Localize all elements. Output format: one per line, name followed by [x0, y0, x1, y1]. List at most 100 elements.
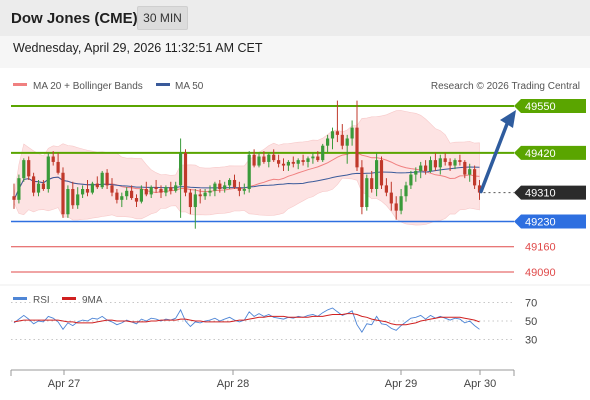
candle-body: [272, 154, 276, 161]
candle-body: [458, 160, 462, 162]
candlestick: [370, 170, 374, 193]
candlestick: [468, 163, 472, 182]
candle-body: [301, 160, 305, 162]
candle-body: [100, 172, 104, 188]
candlestick: [252, 149, 256, 168]
candle-body: [183, 152, 188, 193]
candle-body: [139, 189, 143, 202]
resistance-label-box: [514, 145, 586, 160]
price-levels: [11, 105, 514, 273]
candlestick: [340, 124, 344, 150]
candlestick: [306, 156, 310, 168]
candlestick: [267, 152, 271, 168]
candlestick: [458, 154, 462, 166]
bollinger-band-area: [13, 110, 480, 226]
rsi-gridlines: 70 50 30: [11, 298, 537, 347]
candlestick: [272, 149, 276, 162]
candle-body: [473, 169, 477, 186]
target-level-label: 49160: [525, 242, 556, 254]
target-level-label: 49090: [525, 267, 556, 279]
candlestick: [115, 189, 119, 204]
forecast-arrow: [479, 110, 516, 194]
ma50-legend-swatch: [156, 83, 170, 86]
candlestick: [384, 178, 388, 197]
rsi-panel: RSI 9MA 70 50 30: [0, 286, 590, 366]
candlestick: [433, 152, 437, 171]
candle-body: [296, 160, 300, 164]
candlestick: [139, 185, 143, 204]
candle-body: [12, 196, 16, 200]
candle-body: [110, 185, 114, 193]
candlestick: [311, 152, 315, 164]
candle-body: [438, 158, 442, 168]
candlestick: [237, 181, 241, 197]
candlestick: [473, 165, 477, 189]
candlestick: [149, 185, 153, 199]
candle-body: [213, 183, 217, 191]
rsi-legend-label: RSI: [33, 295, 50, 306]
candlestick: [360, 160, 364, 215]
current-level-label: 49310: [525, 188, 556, 200]
candle-body: [286, 161, 290, 166]
candle-body: [154, 187, 158, 189]
candle-body: [51, 156, 55, 162]
candlestick: [228, 178, 232, 189]
candle-body: [76, 194, 80, 206]
candle-body: [399, 196, 403, 211]
candle-body: [32, 176, 36, 193]
candle-body: [85, 189, 90, 193]
header-bar: Dow Jones (CME) 30 MIN: [0, 0, 590, 36]
candle-body: [257, 156, 261, 166]
candle-body: [321, 145, 325, 161]
candle-body: [208, 190, 212, 193]
price-chart: MA 20 + Bollinger Bands MA 50 Research ©…: [11, 81, 586, 279]
candle-body: [477, 185, 482, 193]
candle-body: [463, 161, 467, 175]
candlestick: [399, 189, 403, 215]
candlestick: [56, 152, 60, 175]
candle-body: [17, 178, 21, 200]
candle-body: [375, 160, 379, 189]
candlestick: [438, 154, 442, 175]
candlestick: [321, 143, 325, 162]
candlestick: [301, 154, 305, 166]
candlestick: [130, 185, 134, 200]
candlestick: [375, 152, 379, 197]
candle-body: [291, 161, 295, 164]
candlestick: [22, 158, 26, 182]
timeframe-button[interactable]: 30 MIN: [137, 6, 188, 30]
rsi-series: [13, 307, 480, 333]
candlestick: [291, 156, 295, 168]
candle-body: [404, 185, 408, 197]
candle-body: [149, 187, 153, 195]
support-label-box: [514, 214, 586, 229]
candle-body: [433, 160, 437, 168]
rsi-tick-label: 30: [525, 335, 537, 347]
candle-body: [281, 163, 286, 166]
candlestick: [296, 158, 300, 170]
candle-body: [159, 189, 163, 193]
candlestick: [424, 160, 428, 175]
candle-body: [424, 165, 428, 171]
candlestick: [345, 134, 349, 164]
candlestick: [223, 181, 227, 193]
candlestick: [262, 151, 266, 164]
candle-body: [394, 203, 398, 211]
candle-body: [115, 192, 119, 200]
candlestick: [188, 189, 192, 215]
candlestick: [242, 183, 246, 195]
candle-body: [468, 169, 472, 175]
rsi-tick-label: 70: [525, 298, 537, 310]
candlestick: [247, 151, 251, 193]
candlestick: [51, 151, 55, 166]
timestamp: Wednesday, April 29, 2026 11:32:51 AM CE…: [13, 41, 263, 55]
candle-body: [267, 154, 271, 162]
candle-body: [134, 198, 139, 202]
ma50-legend-label: MA 50: [175, 81, 204, 92]
candle-body: [335, 131, 339, 135]
candle-body: [120, 196, 124, 200]
candlestick: [174, 181, 178, 193]
price-level-labels: 49550 49420 49310 49230 49160 49090: [514, 99, 586, 279]
candle-body: [316, 156, 320, 161]
